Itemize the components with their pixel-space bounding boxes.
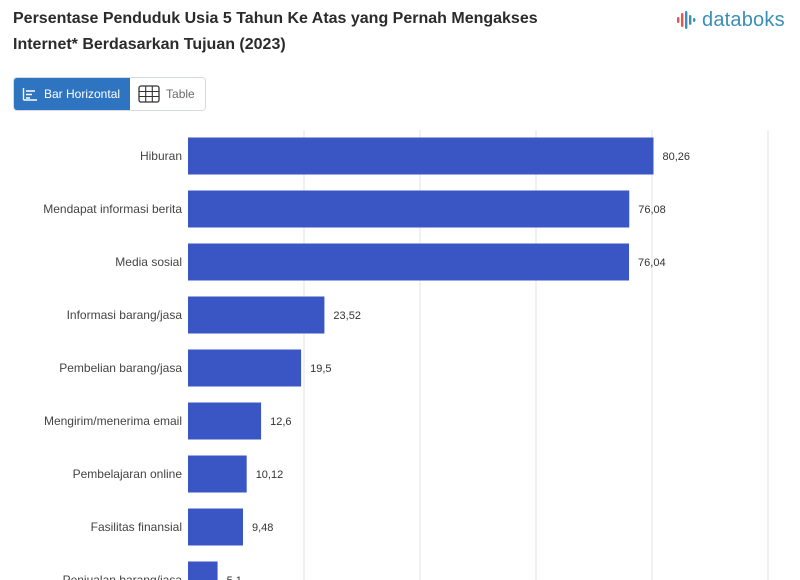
table-grid-icon bbox=[138, 85, 160, 103]
value-label: 5,1 bbox=[227, 575, 242, 580]
chart-title-line-1: Persentase Penduduk Usia 5 Tahun Ke Atas… bbox=[13, 10, 538, 27]
value-label: 9,48 bbox=[252, 522, 273, 534]
category-label: Fasilitas finansial bbox=[91, 520, 182, 534]
table-label: Table bbox=[166, 87, 195, 101]
bar bbox=[188, 349, 302, 387]
bar bbox=[188, 137, 654, 175]
brand-logo: databoks bbox=[676, 8, 785, 32]
category-label: Pembelian barang/jasa bbox=[59, 361, 182, 375]
databoks-logo-icon bbox=[677, 11, 696, 29]
bar-horizontal-label: Bar Horizontal bbox=[44, 87, 121, 101]
category-label: Mendapat informasi berita bbox=[43, 202, 182, 216]
bar bbox=[188, 296, 325, 334]
category-label: Informasi barang/jasa bbox=[67, 308, 183, 322]
category-label: Media sosial bbox=[115, 255, 182, 269]
category-label: Penjualan barang/jasa bbox=[63, 573, 183, 580]
bar-chart: Hiburan 80,26 Mendapat informasi berita 76,… bbox=[43, 130, 769, 580]
value-label: 23,52 bbox=[333, 310, 361, 322]
bar bbox=[188, 455, 247, 493]
value-label: 80,26 bbox=[663, 151, 691, 163]
bar bbox=[188, 190, 630, 228]
brand-name: databoks bbox=[702, 8, 785, 31]
value-label: 19,5 bbox=[310, 363, 331, 375]
value-label: 76,08 bbox=[638, 204, 666, 216]
bar bbox=[188, 561, 218, 580]
chart-title-line-2: Internet* Berdasarkan Tujuan (2023) bbox=[13, 36, 286, 53]
bar-horizontal-button[interactable]: Bar Horizontal bbox=[14, 78, 131, 110]
value-label: 10,12 bbox=[256, 469, 284, 481]
value-label: 76,04 bbox=[638, 257, 666, 269]
category-label: Mengirim/menerima email bbox=[44, 414, 182, 428]
bar bbox=[188, 402, 262, 440]
value-label: 12,6 bbox=[270, 416, 291, 428]
category-label: Hiburan bbox=[140, 149, 182, 163]
bar-chart-icon bbox=[22, 88, 37, 101]
chart-title: Persentase Penduduk Usia 5 Tahun Ke Atas… bbox=[13, 6, 613, 58]
category-label: Pembelajaran online bbox=[73, 467, 183, 481]
table-button[interactable]: Table bbox=[130, 78, 205, 110]
view-toggle: Bar Horizontal Table bbox=[13, 77, 206, 111]
bar bbox=[188, 508, 243, 546]
bar bbox=[188, 243, 630, 281]
